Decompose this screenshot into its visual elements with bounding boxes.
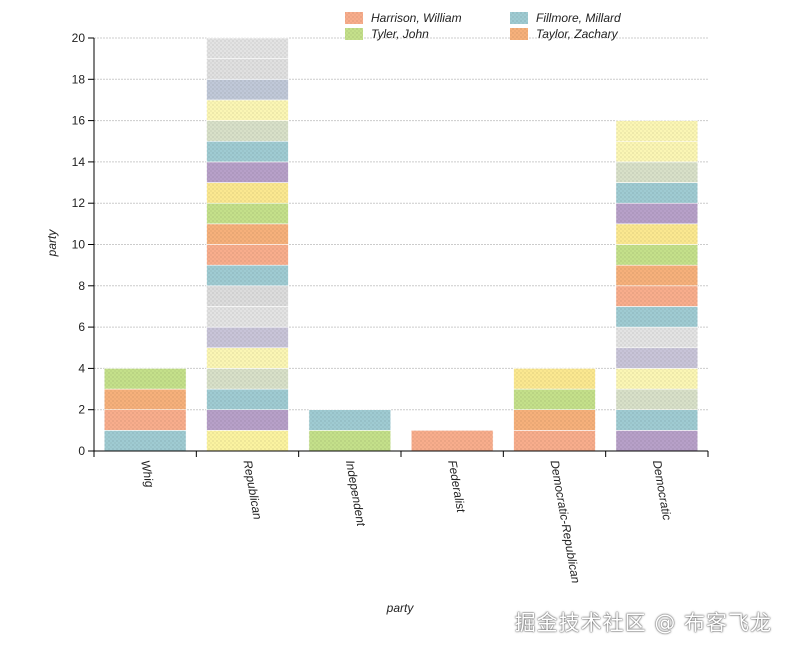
legend-swatch-texture — [510, 12, 528, 24]
bar-segment-texture — [206, 327, 289, 348]
bar-segment-texture — [615, 389, 698, 410]
y-axis-title: party — [45, 229, 59, 258]
bar-segment-texture — [206, 389, 289, 410]
bar-segment-texture — [206, 141, 289, 162]
bar-segment-texture — [104, 368, 187, 390]
bar-segment-texture — [206, 223, 289, 245]
bar-segment-texture — [206, 347, 289, 369]
legend-swatch-texture — [510, 28, 528, 40]
legend-label: Harrison, William — [371, 11, 462, 25]
bar-segment-texture — [104, 430, 187, 451]
bar-segment-texture — [513, 430, 596, 451]
legend-label: Taylor, Zachary — [536, 27, 619, 41]
watermark: 掘金技术社区 @ 布客飞龙 — [514, 611, 772, 635]
grid-lines — [94, 37, 708, 452]
bar-segment-texture — [513, 409, 596, 431]
legend: Harrison, William Fillmore, Millard Tyler,… — [345, 11, 621, 41]
y-tick-label: 8 — [78, 279, 85, 293]
y-tick-label: 4 — [78, 361, 85, 375]
bar-segment-texture — [206, 99, 289, 121]
bar-segment-texture — [206, 430, 289, 451]
y-tick-label: 2 — [78, 403, 85, 417]
x-tick-label: Republican — [241, 459, 265, 521]
bar-segment-texture — [206, 265, 289, 286]
bar-segment-texture — [206, 285, 289, 307]
bar-segment-texture — [615, 244, 698, 266]
bar-segment-texture — [206, 120, 289, 142]
x-axis-title: party — [386, 601, 415, 615]
bar-segment-texture — [206, 161, 289, 183]
bar-segment-texture — [615, 141, 698, 162]
y-axis: 0 2 4 6 8 10 12 14 16 18 20 — [72, 31, 95, 458]
bar-segment-texture — [308, 430, 391, 451]
bar-segment-texture — [615, 120, 698, 142]
y-tick-label: 18 — [72, 72, 86, 86]
bar-segment-texture — [411, 430, 494, 451]
bar-segment-texture — [206, 368, 289, 390]
bar-segment-texture — [615, 203, 698, 224]
x-tick-label: Federalist — [445, 459, 468, 514]
bar-segment-texture — [615, 430, 698, 451]
x-axis: Whig Republican Independent Federalist Democ… — [93, 450, 709, 585]
legend-label: Tyler, John — [371, 27, 429, 41]
y-tick-label: 10 — [72, 238, 86, 252]
bar-segment-texture — [615, 223, 698, 245]
bar-segment-texture — [206, 409, 289, 431]
legend-label: Fillmore, Millard — [536, 11, 621, 25]
bar-segment-texture — [615, 182, 698, 204]
bar-segment-texture — [513, 389, 596, 410]
bar-segment-texture — [206, 306, 289, 328]
bar-segment-texture — [615, 285, 698, 307]
bar-segment-texture — [206, 38, 289, 59]
y-tick-label: 12 — [72, 196, 86, 210]
x-tick-label: Independent — [343, 459, 368, 528]
bar-segment-texture — [615, 161, 698, 183]
legend-swatch-texture — [345, 12, 363, 24]
bar-segment-texture — [206, 244, 289, 266]
y-tick-label: 0 — [78, 444, 85, 458]
bar-segment-texture — [615, 327, 698, 348]
bars-group — [103, 37, 699, 452]
y-tick-label: 20 — [72, 31, 86, 45]
y-tick-label: 14 — [72, 155, 86, 169]
bar-segment-texture — [308, 409, 391, 431]
bar-segment-texture — [104, 389, 187, 410]
bar-segment-texture — [104, 409, 187, 431]
bar-segment-texture — [615, 368, 698, 390]
bar-segment-texture — [513, 368, 596, 390]
bar-segment-texture — [206, 79, 289, 100]
x-tick-label: Democratic — [650, 459, 674, 521]
bar-segment-texture — [615, 409, 698, 431]
y-tick-label: 6 — [78, 320, 85, 334]
x-tick-label: Democratic-Republican — [548, 459, 584, 585]
y-tick-label: 16 — [72, 114, 86, 128]
legend-swatch-texture — [345, 28, 363, 40]
bar-segment-texture — [615, 347, 698, 369]
bar-segment-texture — [615, 265, 698, 286]
bar-segment-texture — [206, 203, 289, 224]
x-tick-label: Whig — [138, 459, 157, 489]
bar-segment-texture — [206, 58, 289, 80]
bar-segment-texture — [206, 182, 289, 204]
bar-segment-texture — [615, 306, 698, 328]
